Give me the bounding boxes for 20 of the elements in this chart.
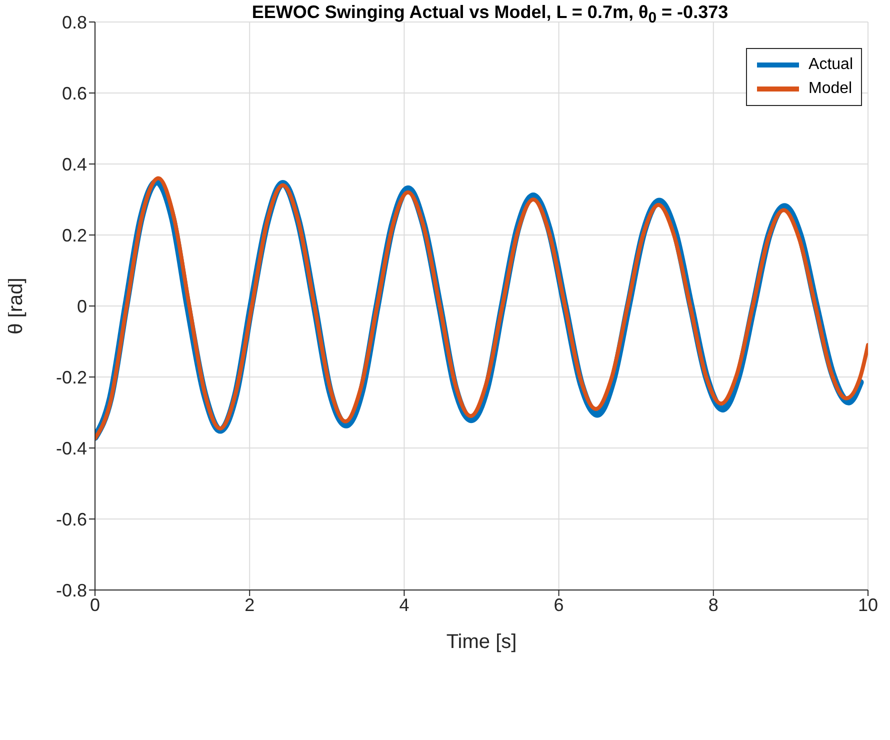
y-tick-label: 0.4 [62,154,87,174]
y-tick-label: 0.2 [62,225,87,246]
x-tick-label: 0 [90,594,100,615]
x-tick-label: 2 [244,594,255,615]
chart-title: EEWOC Swinging Actual vs Model, L = 0.7m, θ$_{0}$ = -0.373 [250,2,730,27]
y-tick-label: -0.4 [56,438,87,458]
x-tick-label: 6 [554,594,564,615]
x-tick-label: 4 [399,594,410,615]
y-axis-title: θ [rad] [5,278,28,334]
legend-label: Actual [808,55,853,75]
y-tick-label: 0.8 [62,12,87,32]
y-tick-label: -0.6 [56,509,87,530]
legend-label: Model [808,79,852,99]
y-tick-label: 0.6 [62,83,87,104]
x-tick-label: 10 [858,594,878,615]
x-axis-title: Time [s] [446,631,517,653]
y-tick-label: -0.2 [56,367,87,388]
y-tick-label: 0 [76,296,87,316]
y-tick-label: -0.8 [56,580,87,600]
x-tick-label: 8 [708,594,718,615]
